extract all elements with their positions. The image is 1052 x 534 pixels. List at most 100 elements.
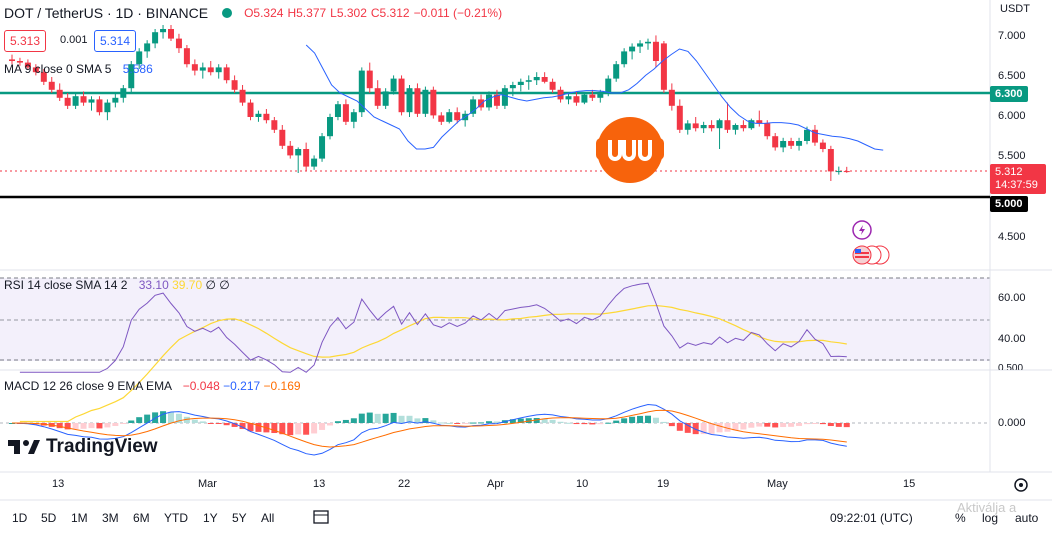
macd-histogram-bar <box>144 414 151 423</box>
macd-histogram-bar <box>557 421 564 423</box>
macd-histogram-bar <box>621 418 628 423</box>
range-5y[interactable]: 5Y <box>232 511 247 525</box>
range-ytd[interactable]: YTD <box>164 511 188 525</box>
candle <box>676 99 683 133</box>
tradingview-logo[interactable]: TradingView <box>8 436 158 458</box>
candle <box>565 93 572 105</box>
range-6m[interactable]: 6M <box>133 511 150 525</box>
macd-histogram-bar <box>350 418 357 423</box>
macd-legend[interactable]: MACD 12 26 close 9 EMA EMA −0.048 −0.217… <box>4 379 301 393</box>
candle <box>136 48 143 69</box>
symbol-title[interactable]: DOT / TetherUS · 1D · BINANCE <box>4 5 209 21</box>
log-toggle[interactable]: log <box>982 511 999 525</box>
macd-histogram-bar <box>470 422 477 424</box>
candle <box>350 109 357 129</box>
macd-histogram-bar <box>215 423 222 424</box>
macd-histogram-bar <box>517 418 524 423</box>
macd-histogram-bar <box>462 423 469 424</box>
coin-logo-icon <box>596 117 664 183</box>
currency-label[interactable]: USDT <box>1000 3 1030 15</box>
candle <box>88 96 95 111</box>
macd-histogram-bar <box>804 423 810 425</box>
range-3m[interactable]: 3M <box>102 511 119 525</box>
candle <box>382 88 389 109</box>
buy-price-button[interactable]: 5.314 <box>94 30 137 52</box>
symbol-header: DOT / TetherUS · 1D · BINANCE O5.324 H5.… <box>4 5 502 21</box>
candle <box>843 166 850 173</box>
lightning-event-icon[interactable] <box>852 220 872 240</box>
candle <box>247 99 254 121</box>
candle <box>430 86 437 119</box>
auto-toggle[interactable]: auto <box>1015 511 1039 525</box>
candle <box>724 102 731 133</box>
candle <box>191 59 198 76</box>
range-5d[interactable]: 5D <box>41 511 57 525</box>
candle <box>772 133 779 151</box>
macd-histogram-bar <box>311 423 318 434</box>
candle <box>80 91 87 106</box>
rsi-legend[interactable]: RSI 14 close SMA 14 2 33.10 39.70 ∅ ∅ <box>4 278 230 292</box>
macd-histogram-bar <box>72 423 79 429</box>
candle <box>756 110 763 127</box>
macd-histogram-bar <box>732 423 739 431</box>
macd-histogram-bar <box>772 423 779 428</box>
candle <box>239 85 246 106</box>
percent-toggle[interactable]: % <box>955 511 966 525</box>
candle <box>493 89 500 109</box>
current-price: 5.312 <box>995 166 1023 178</box>
tradingview-logo-text: TradingView <box>46 436 158 457</box>
candle <box>287 141 294 159</box>
candle <box>827 145 834 181</box>
candle <box>668 83 675 111</box>
candle <box>96 96 103 116</box>
range-1m[interactable]: 1M <box>71 511 88 525</box>
level-green-tag[interactable]: 6.300 <box>990 86 1028 102</box>
clock-timezone[interactable]: 09:22:01 (UTC) <box>830 511 913 525</box>
candle <box>183 45 190 68</box>
macd-histogram-bar <box>64 423 71 430</box>
candle <box>9 54 15 65</box>
ohlc-change: −0.011 (−0.21%) <box>413 6 503 20</box>
macd-histogram-bar <box>796 423 803 426</box>
candle <box>613 61 620 82</box>
current-price-tag: 5.312 14:37:59 <box>990 164 1046 194</box>
candle <box>621 48 628 68</box>
macd-histogram-bar <box>398 415 405 423</box>
range-1y[interactable]: 1Y <box>203 511 218 525</box>
ma-legend[interactable]: MA 9 close 0 SMA 5 5.586 <box>4 62 153 76</box>
macd-histogram-bar <box>549 419 556 423</box>
time-label: 10 <box>576 478 589 490</box>
macd-histogram-bar <box>835 423 842 427</box>
candle-countdown: 14:37:59 <box>995 179 1038 191</box>
date-range-icon[interactable] <box>313 510 329 524</box>
gear-icon[interactable] <box>1014 478 1028 492</box>
ma-value: 5.586 <box>122 62 153 76</box>
sell-price-button[interactable]: 5.313 <box>4 30 47 52</box>
candle <box>32 64 39 76</box>
macd-histogram-bar <box>319 423 326 430</box>
candle <box>581 93 588 105</box>
candle <box>311 155 318 170</box>
range-1d[interactable]: 1D <box>12 511 28 525</box>
macd-histogram-bar <box>183 416 190 423</box>
price-tick: 6.000 <box>998 110 1026 122</box>
candle <box>525 75 532 90</box>
spread-value: 0.001 <box>60 34 88 46</box>
candle <box>748 118 755 130</box>
candle <box>637 40 644 53</box>
macd-histogram-bar <box>342 419 349 423</box>
macd-histogram-bar <box>231 423 238 427</box>
macd-histogram-bar <box>136 417 143 423</box>
candle <box>160 25 167 39</box>
us-flag-events-icon[interactable] <box>852 245 890 265</box>
range-all[interactable]: All <box>261 511 275 525</box>
candle <box>788 137 795 149</box>
candle <box>700 121 707 133</box>
candle <box>223 64 230 84</box>
candle <box>716 118 723 149</box>
macd-histogram-bar <box>581 423 588 425</box>
macd-histogram-bar <box>160 411 167 423</box>
level-black-tag[interactable]: 5.000 <box>990 196 1028 212</box>
macd-histogram-bar <box>374 413 381 423</box>
